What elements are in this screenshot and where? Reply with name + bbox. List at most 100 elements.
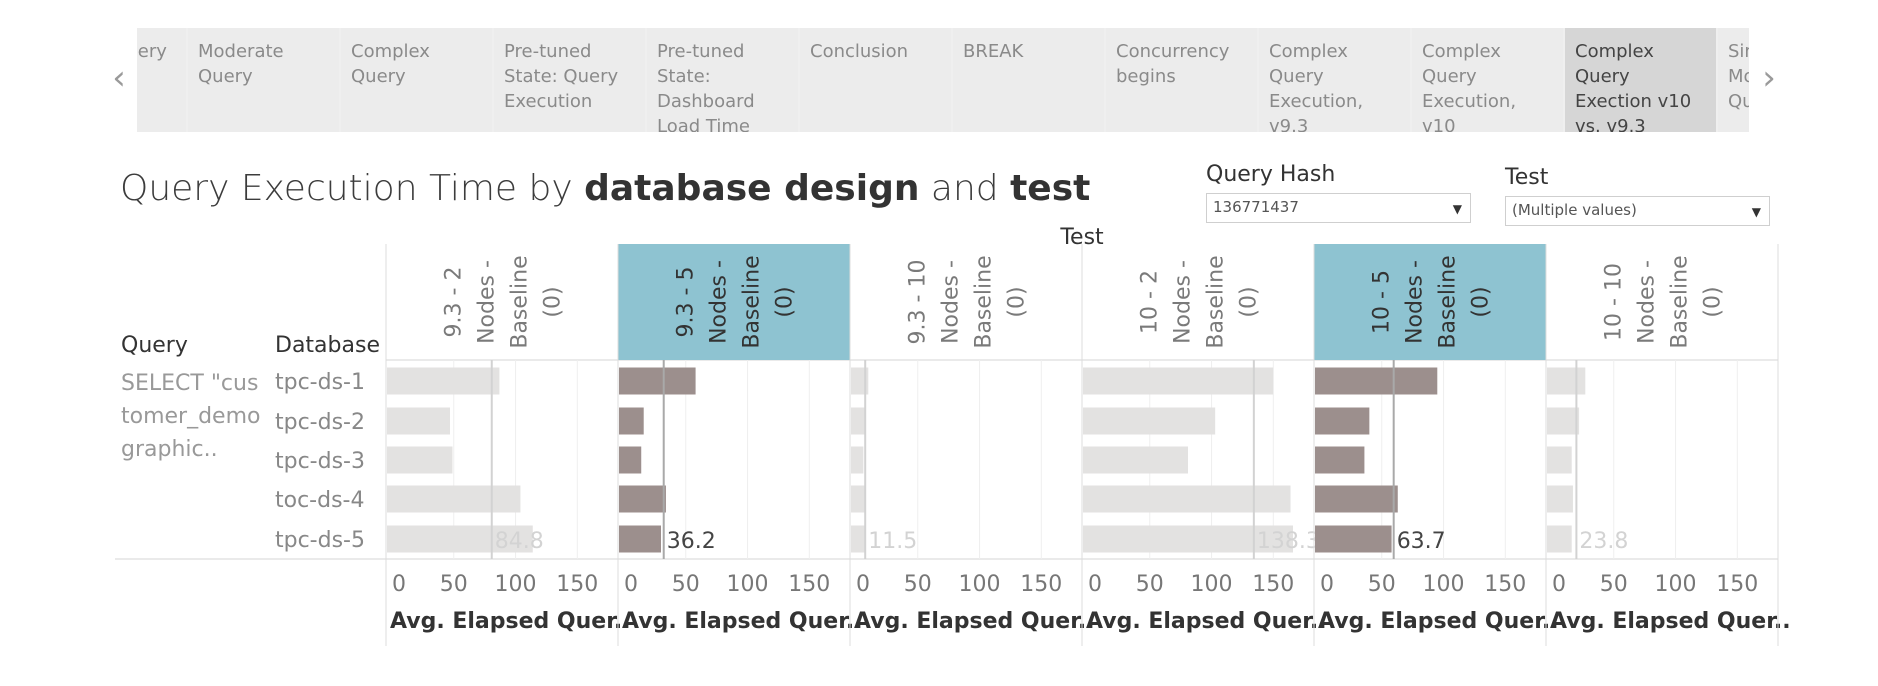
column-header-line: Nodes - bbox=[1403, 260, 1428, 344]
x-tick-label: 50 bbox=[1368, 572, 1396, 597]
bar bbox=[1547, 525, 1572, 553]
x-tick-label: 100 bbox=[959, 572, 1001, 597]
x-tick-label: 0 bbox=[1320, 572, 1334, 597]
column-header-line: (0) bbox=[541, 286, 566, 317]
column-header-line: 10 - 5 bbox=[1370, 270, 1395, 334]
column-header-line: Baseline bbox=[972, 255, 997, 348]
story-point-1[interactable]: Simple Query bbox=[137, 28, 186, 132]
average-label: 23.8 bbox=[1579, 529, 1628, 554]
page-title: Query Execution Time by database design … bbox=[120, 168, 1090, 209]
story-point-8[interactable]: Concurrency begins bbox=[1106, 28, 1257, 132]
bar bbox=[1083, 446, 1188, 474]
database-label: tpc-ds-5 bbox=[275, 528, 365, 553]
average-label: 84.8 bbox=[495, 529, 544, 554]
average-label: 63.7 bbox=[1397, 529, 1446, 554]
bar bbox=[1315, 367, 1438, 395]
column-header-line: Baseline bbox=[1668, 255, 1693, 348]
column-header-line: 9.3 - 10 bbox=[906, 260, 931, 345]
row-header-query: Query bbox=[121, 333, 188, 358]
bar bbox=[1315, 446, 1365, 474]
x-tick-label: 150 bbox=[788, 572, 830, 597]
average-label: 11.5 bbox=[868, 529, 917, 554]
bar bbox=[1315, 485, 1398, 513]
x-tick-label: 50 bbox=[1600, 572, 1628, 597]
story-point-4[interactable]: Pre-tuned State: Query Execution bbox=[494, 28, 645, 132]
query-hash-filter-label: Query Hash bbox=[1206, 162, 1336, 187]
chevron-right-icon[interactable]: › bbox=[1762, 58, 1776, 98]
bar bbox=[851, 367, 869, 395]
column-header-line: Baseline bbox=[1204, 255, 1229, 348]
x-tick-label: 0 bbox=[624, 572, 638, 597]
story-point-6[interactable]: Conclusion bbox=[800, 28, 951, 132]
x-axis-title: Avg. Elapsed Quer.. bbox=[1550, 609, 1791, 634]
title-bold2: test bbox=[1010, 168, 1091, 209]
bar bbox=[851, 407, 865, 435]
x-tick-label: 150 bbox=[1716, 572, 1758, 597]
story-point-12[interactable]: Simple, Moderate Query bbox=[1718, 28, 1749, 132]
query-hash-value: 136771437 bbox=[1213, 198, 1299, 216]
bar bbox=[851, 446, 864, 474]
database-label: tpc-ds-1 bbox=[275, 370, 365, 395]
bar bbox=[387, 525, 533, 553]
database-label: tpc-ds-3 bbox=[275, 449, 365, 474]
bar bbox=[1547, 485, 1573, 513]
query-hash-dropdown[interactable]: 136771437 ▼ bbox=[1206, 193, 1471, 223]
story-point-9[interactable]: Complex Query Execution, v9.3 bbox=[1259, 28, 1410, 132]
story-point-3[interactable]: Complex Query bbox=[341, 28, 492, 132]
bar bbox=[1083, 367, 1274, 395]
bar bbox=[619, 407, 644, 435]
bar bbox=[1083, 525, 1293, 553]
bar bbox=[387, 407, 450, 435]
title-bold1: database design bbox=[584, 168, 920, 209]
x-tick-label: 50 bbox=[904, 572, 932, 597]
column-header-line: Nodes - bbox=[1171, 260, 1196, 344]
bar bbox=[387, 485, 521, 513]
x-axis-title: Avg. Elapsed Quer.. bbox=[622, 609, 863, 634]
test-value: (Multiple values) bbox=[1512, 201, 1637, 219]
x-axis-title: Avg. Elapsed Quer.. bbox=[1086, 609, 1327, 634]
bar bbox=[619, 485, 666, 513]
bar bbox=[387, 446, 453, 474]
bar bbox=[851, 525, 866, 553]
x-tick-label: 100 bbox=[727, 572, 769, 597]
x-tick-label: 0 bbox=[392, 572, 406, 597]
average-label: 36.2 bbox=[667, 529, 716, 554]
story-point-10[interactable]: Complex Query Execution, v10 bbox=[1412, 28, 1563, 132]
x-tick-label: 100 bbox=[1655, 572, 1697, 597]
chevron-left-icon[interactable]: ‹ bbox=[112, 58, 126, 98]
story-point-2[interactable]: Moderate Query bbox=[188, 28, 339, 132]
test-dropdown[interactable]: (Multiple values) ▼ bbox=[1505, 196, 1770, 226]
highlighted-column-header bbox=[618, 244, 850, 360]
column-header-line: 9.3 - 2 bbox=[442, 267, 467, 338]
bar bbox=[1315, 525, 1392, 553]
highlighted-column-header bbox=[1314, 244, 1546, 360]
story-point-7[interactable]: BREAK bbox=[953, 28, 1104, 132]
average-label: 138.3 bbox=[1257, 529, 1320, 554]
test-filter-label: Test bbox=[1505, 165, 1549, 190]
story-point-11[interactable]: Complex Query Exection v10 vs. v9.3 bbox=[1565, 28, 1716, 132]
x-tick-label: 150 bbox=[1484, 572, 1526, 597]
column-header-line: Nodes - bbox=[939, 260, 964, 344]
column-header-line: Baseline bbox=[1436, 255, 1461, 348]
x-tick-label: 150 bbox=[1252, 572, 1294, 597]
row-header-database: Database bbox=[275, 333, 380, 358]
x-tick-label: 150 bbox=[556, 572, 598, 597]
bar bbox=[387, 367, 500, 395]
database-label: toc-ds-4 bbox=[275, 488, 364, 513]
column-header-line: (0) bbox=[1701, 286, 1726, 317]
title-part1: Query Execution Time by bbox=[120, 168, 585, 209]
bar bbox=[619, 446, 642, 474]
x-axis-title: Avg. Elapsed Quer.. bbox=[854, 609, 1095, 634]
column-header-line: 9.3 - 5 bbox=[674, 267, 699, 338]
column-header-line: 10 - 2 bbox=[1138, 270, 1163, 334]
x-tick-label: 100 bbox=[1423, 572, 1465, 597]
bar bbox=[1083, 485, 1291, 513]
bar bbox=[619, 525, 661, 553]
story-point-5[interactable]: Pre-tuned State: Dashboard Load Time bbox=[647, 28, 798, 132]
x-tick-label: 50 bbox=[1136, 572, 1164, 597]
x-tick-label: 0 bbox=[856, 572, 870, 597]
query-label-line: SELECT "cus bbox=[121, 371, 258, 396]
x-tick-label: 100 bbox=[495, 572, 537, 597]
query-label-line: tomer_demo bbox=[121, 404, 261, 429]
column-header-line: (0) bbox=[1469, 286, 1494, 317]
